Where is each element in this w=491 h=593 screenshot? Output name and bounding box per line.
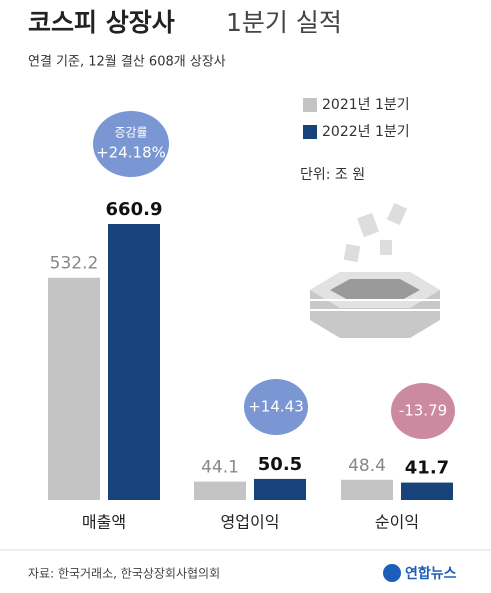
- chart-title: 코스피 상장사: [28, 8, 175, 37]
- chart: 코스피 상장사 1분기 실적 연결 기준, 12월 결산 608개 상장사 단위…: [0, 0, 491, 593]
- bar: [341, 480, 393, 500]
- bar: [401, 483, 453, 500]
- bar: [194, 482, 246, 500]
- value-label: 660.9: [106, 199, 163, 220]
- x-tick-label: 순이익: [375, 513, 419, 532]
- value-label: 50.5: [258, 454, 302, 475]
- bubble-label: 증감률: [114, 126, 147, 140]
- subtitle: 연결 기준, 12월 결산 608개 상장사: [28, 55, 226, 70]
- bar: [254, 479, 306, 500]
- legend-label: 2021년 1분기: [322, 97, 410, 113]
- x-tick-label: 매출액: [82, 513, 126, 532]
- unit-label: 단위: 조 원: [300, 167, 365, 183]
- legend-swatch: [303, 98, 317, 112]
- logo: 연합뉴스: [405, 565, 457, 582]
- bubble-text: -13.79: [399, 402, 447, 420]
- bar: [48, 278, 100, 500]
- bar: [108, 224, 160, 500]
- value-label: 532.2: [50, 254, 99, 274]
- value-label: 44.1: [201, 458, 239, 478]
- source: 자료: 한국거래소, 한국상장회사협의회: [28, 567, 220, 581]
- legend-label: 2022년 1분기: [322, 124, 410, 140]
- bubble-text: +24.18%: [96, 144, 166, 162]
- value-label: 41.7: [405, 458, 449, 479]
- logo-icon: [383, 564, 401, 582]
- value-label: 48.4: [348, 456, 386, 476]
- box-illustration: [310, 203, 440, 338]
- chart-title-light: 1분기 실적: [226, 8, 342, 37]
- x-tick-label: 영업이익: [221, 513, 280, 532]
- legend-swatch: [303, 125, 317, 139]
- bubble-text: +14.43: [248, 398, 304, 416]
